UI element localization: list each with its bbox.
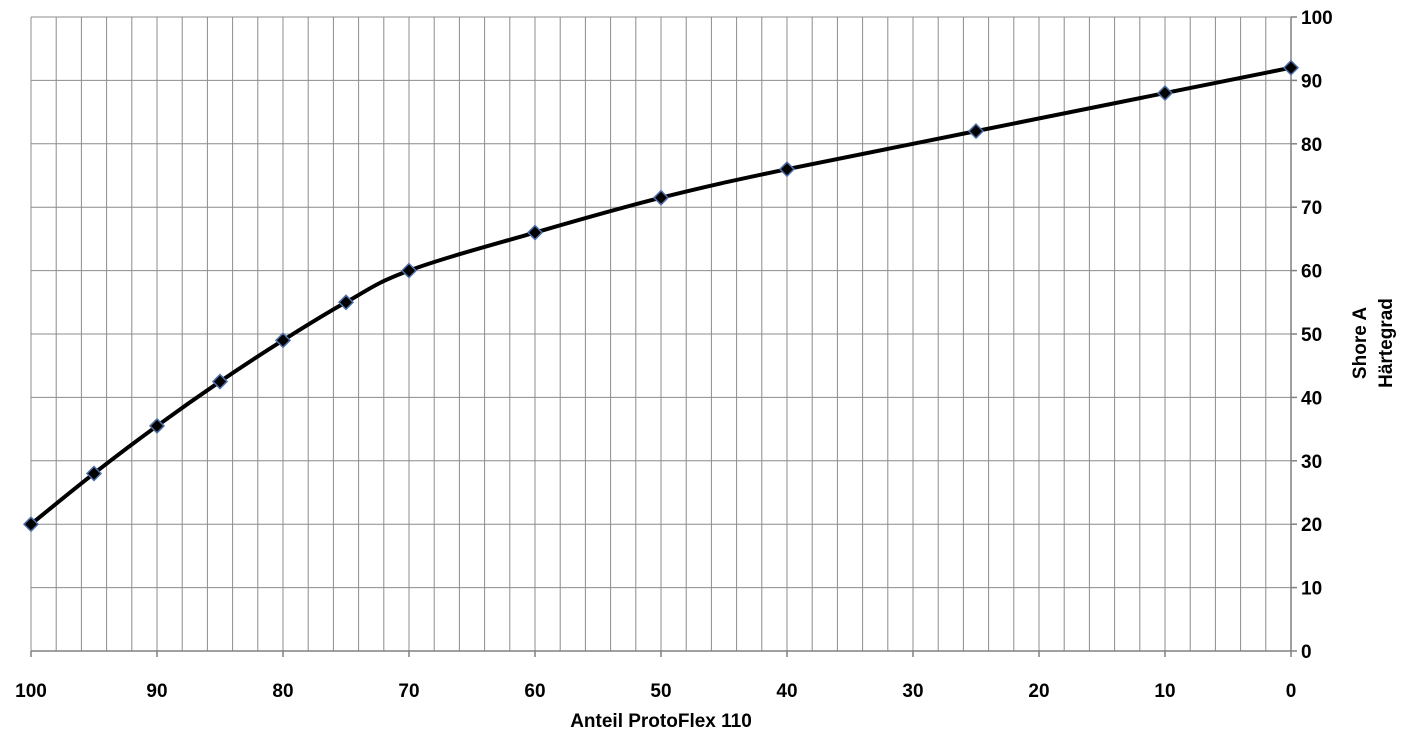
y-tick-label: 100 <box>1301 8 1333 29</box>
data-point-marker <box>967 123 985 140</box>
y-tick-label: 0 <box>1301 642 1312 663</box>
axes <box>30 16 1297 657</box>
x-tick-label: 0 <box>1286 681 1297 702</box>
y-axis-title-line-1: Härtegrad <box>1376 298 1397 388</box>
markers <box>22 59 1300 533</box>
x-tick-label: 60 <box>524 681 545 702</box>
y-tick-label: 70 <box>1301 198 1322 219</box>
data-point-marker <box>22 516 40 533</box>
y-tick-label: 30 <box>1301 452 1322 473</box>
data-point-marker <box>526 224 544 241</box>
y-tick-label: 50 <box>1301 325 1322 346</box>
x-tick-labels: 100 90 80 70 60 50 40 30 20 10 0 <box>15 681 1296 702</box>
data-point-marker <box>211 373 229 390</box>
y-tick-label: 10 <box>1301 579 1322 600</box>
x-tick-label: 20 <box>1028 681 1049 702</box>
data-point-marker <box>274 332 292 349</box>
series-line <box>29 65 1293 527</box>
x-tick-label: 80 <box>272 681 293 702</box>
y-tick-label: 60 <box>1301 262 1322 283</box>
y-axis-title-line-2: Shore A <box>1350 307 1371 379</box>
y-tick-label: 40 <box>1301 388 1322 409</box>
x-tick-label: 30 <box>902 681 923 702</box>
y-tick-label: 80 <box>1301 135 1322 156</box>
x-tick-label: 90 <box>146 681 167 702</box>
x-tick-label: 100 <box>15 681 47 702</box>
data-point-marker <box>85 465 103 482</box>
x-tick-label: 70 <box>398 681 419 702</box>
y-tick-label: 90 <box>1301 71 1322 92</box>
data-point-marker <box>652 189 670 206</box>
data-point-marker <box>400 262 418 279</box>
y-axis-title: Härtegrad Shore A <box>1350 298 1397 388</box>
x-tick-label: 10 <box>1154 681 1175 702</box>
data-point-marker <box>1156 85 1174 102</box>
x-axis-title: Anteil ProtoFlex 110 <box>570 711 752 732</box>
series <box>29 65 1293 527</box>
data-point-marker <box>337 294 355 311</box>
data-point-marker <box>1282 59 1300 76</box>
grid <box>30 16 1292 652</box>
data-point-marker <box>148 417 166 434</box>
y-tick-label: 20 <box>1301 515 1322 536</box>
y-tick-labels: 0 10 20 30 40 50 60 70 80 90 100 <box>1301 8 1333 663</box>
x-tick-label: 50 <box>650 681 671 702</box>
data-point-marker <box>778 161 796 178</box>
x-tick-label: 40 <box>776 681 797 702</box>
